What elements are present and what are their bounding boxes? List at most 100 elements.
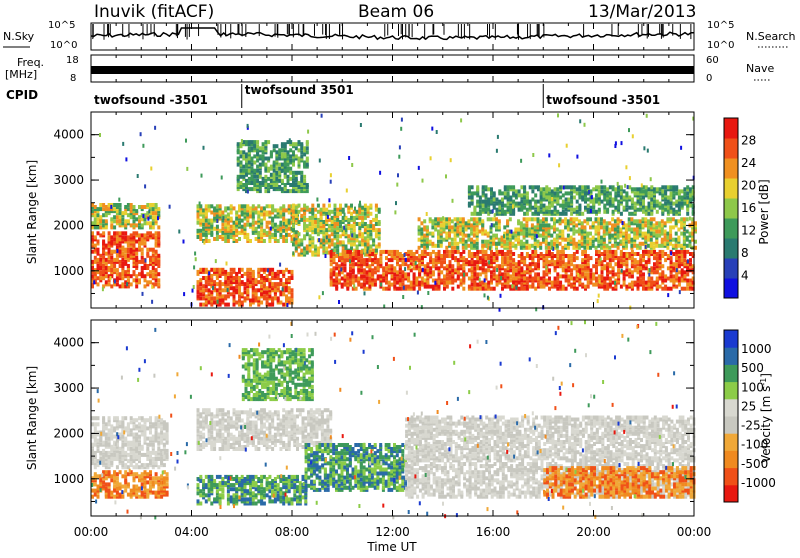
echo-cell <box>227 276 230 280</box>
echo-cell <box>501 272 504 276</box>
echo-cell <box>240 150 243 154</box>
echo-cell <box>303 179 306 183</box>
echo-cell <box>124 235 127 239</box>
echo-cell <box>471 260 474 264</box>
echo-cell <box>97 213 100 217</box>
echo-cell <box>531 250 534 254</box>
echo-cell <box>669 225 672 229</box>
echo-cell <box>379 274 382 278</box>
echo-cell <box>336 226 339 230</box>
echo-cell <box>328 210 331 214</box>
echo-cell <box>249 206 252 210</box>
echo-cell <box>517 238 520 242</box>
echo-cell <box>127 278 130 282</box>
echo-cell <box>525 228 528 232</box>
nsky-tick-top: 10^5 <box>48 20 75 31</box>
echo-cell <box>633 219 636 223</box>
echo-cell <box>152 221 155 225</box>
echo-cell <box>534 272 537 276</box>
echo-cell <box>339 228 342 232</box>
echo-cell <box>99 207 102 211</box>
echo-cell <box>426 238 429 242</box>
echo-cell <box>364 228 367 232</box>
echo-cell <box>149 256 152 260</box>
echo-cell <box>274 208 277 212</box>
echo-cell <box>274 282 277 286</box>
echo-cell <box>575 217 578 221</box>
echo-cell <box>633 228 636 232</box>
echo-cell <box>470 238 473 242</box>
echo-cell <box>94 205 97 209</box>
echo-cell <box>270 179 273 183</box>
echo-cell <box>334 242 337 246</box>
echo-cell <box>374 254 377 258</box>
echo-cell <box>246 274 249 278</box>
echo-cell <box>675 191 678 195</box>
echo-cell <box>279 215 282 219</box>
echo-cell <box>548 187 551 191</box>
echo-cell <box>603 285 606 289</box>
echo-cell <box>271 276 274 280</box>
echo-cell <box>298 181 301 185</box>
echo-cell <box>255 221 258 225</box>
echo-cell <box>328 204 331 208</box>
echo-cell <box>509 274 512 278</box>
echo-cell <box>639 223 642 227</box>
echo-cell <box>554 277 557 281</box>
echo-cell <box>230 211 233 215</box>
echo-cell <box>620 185 623 189</box>
echo-cell <box>262 181 265 185</box>
echo-cell <box>292 204 295 208</box>
echo-cell <box>361 206 364 210</box>
echo-cell <box>295 187 298 191</box>
echo-cell <box>110 250 113 254</box>
echo-cell <box>564 217 567 221</box>
echo-cell <box>443 250 446 254</box>
echo-cell <box>476 272 479 276</box>
echo-cell <box>135 223 138 227</box>
echo-cell <box>267 157 270 161</box>
echo-cell <box>556 219 559 223</box>
echo-cell <box>451 242 454 246</box>
echo-cell <box>478 230 481 234</box>
echo-cell <box>205 276 208 280</box>
echo-cell <box>138 260 141 264</box>
echo-cell <box>584 250 587 254</box>
echo-cell <box>672 274 675 278</box>
echo-cell <box>268 303 271 307</box>
echo-cell <box>531 185 534 189</box>
echo-cell <box>339 253 342 257</box>
echo-cell <box>235 229 238 233</box>
echo-cell <box>235 288 238 292</box>
echo-cell <box>267 140 270 144</box>
echo-cell <box>686 244 689 248</box>
echo-cell <box>667 277 670 281</box>
echo-cell <box>619 234 622 238</box>
echo-cell <box>595 264 598 268</box>
echo-cell <box>124 270 127 274</box>
cpid-label: CPID <box>6 88 38 102</box>
echo-cell <box>263 290 266 294</box>
echo-cell <box>630 221 633 225</box>
echo-cell <box>102 207 105 211</box>
echo-cell <box>268 294 271 298</box>
echo-cell <box>559 254 562 258</box>
echo-cell <box>609 250 612 254</box>
echo-cell <box>119 237 122 241</box>
echo-cell <box>553 242 556 246</box>
echo-cell <box>249 268 252 272</box>
echo-cell <box>282 282 285 286</box>
echo-cell <box>105 262 108 266</box>
echo-cell <box>540 252 543 256</box>
echo-cell <box>347 206 350 210</box>
echo-cell <box>567 191 570 195</box>
echo-cell <box>623 189 626 193</box>
echo-cell <box>437 221 440 225</box>
echo-cell <box>155 242 158 246</box>
echo-cell <box>487 232 490 236</box>
echo-cell <box>595 277 598 281</box>
echo-cell <box>256 144 259 148</box>
echo-cell <box>570 185 573 189</box>
echo-cell <box>446 250 449 254</box>
echo-cell <box>246 204 249 208</box>
